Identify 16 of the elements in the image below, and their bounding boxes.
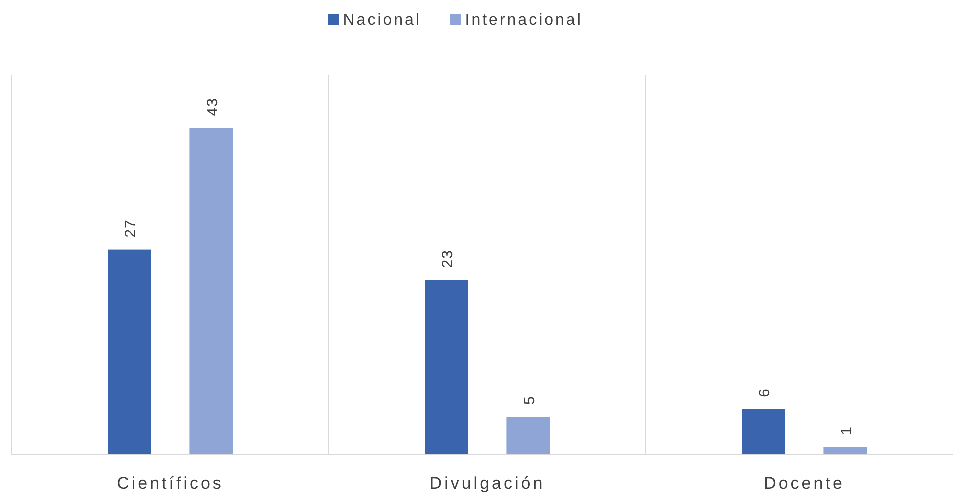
x-tick-label: Científicos: [117, 474, 224, 492]
data-label: 5: [521, 396, 538, 405]
legend-label: Nacional: [343, 12, 422, 29]
data-label: 1: [838, 426, 856, 436]
data-label: 6: [756, 388, 774, 398]
data-label: 43: [204, 98, 222, 116]
bar: [506, 417, 550, 455]
legend-label: Internacional: [465, 12, 583, 29]
data-label: 27: [122, 219, 140, 238]
x-tick-label: Docente: [764, 474, 845, 492]
bar: [108, 250, 152, 455]
bar: [742, 409, 786, 455]
bar: [824, 447, 867, 455]
data-label: 23: [440, 250, 457, 268]
bar: [190, 128, 233, 455]
bar: [425, 280, 468, 455]
